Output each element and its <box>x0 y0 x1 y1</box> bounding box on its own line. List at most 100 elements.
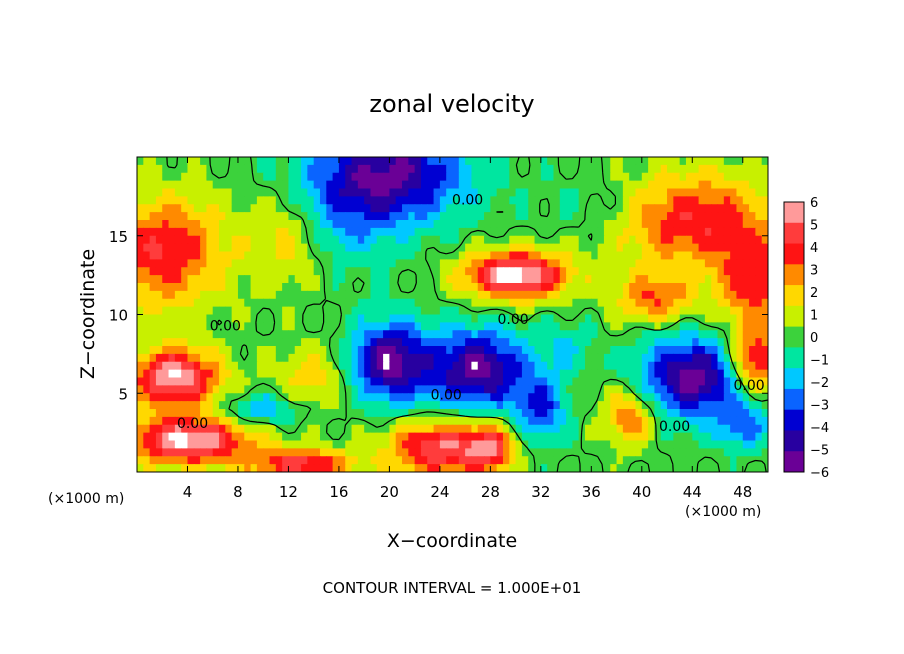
field-cell <box>629 346 637 355</box>
field-cell <box>364 369 372 379</box>
field-cell <box>521 275 529 284</box>
field-cell <box>597 401 605 410</box>
field-cell <box>237 212 245 221</box>
field-cell <box>389 227 397 237</box>
field-cell <box>225 220 233 229</box>
field-cell <box>427 251 435 260</box>
field-cell <box>383 259 390 268</box>
field-cell <box>332 385 340 394</box>
field-cell <box>585 393 592 402</box>
field-cell <box>187 267 195 276</box>
y-tick-label: 5 <box>118 385 128 403</box>
field-cell <box>244 180 252 190</box>
field-cell <box>591 448 599 457</box>
field-cell <box>603 416 611 426</box>
field-cell <box>433 369 441 379</box>
field-cell <box>433 259 441 268</box>
field-cell <box>648 369 656 379</box>
field-cell <box>654 275 662 284</box>
field-cell <box>351 385 359 394</box>
field-cell <box>685 385 693 394</box>
field-cell <box>301 251 308 260</box>
field-cell <box>351 409 359 418</box>
field-cell <box>212 188 220 197</box>
field-cell <box>534 164 542 174</box>
field-cell <box>553 416 561 426</box>
field-cell <box>534 464 542 472</box>
field-cell <box>730 204 738 213</box>
field-cell <box>521 298 529 308</box>
field-cell <box>547 330 555 339</box>
field-cell <box>319 385 327 394</box>
field-cell <box>319 448 327 457</box>
field-cell <box>667 251 674 260</box>
field-cell <box>338 330 346 339</box>
field-cell <box>263 188 271 197</box>
field-cell <box>553 456 561 465</box>
field-cell <box>313 188 321 197</box>
field-cell <box>465 401 473 410</box>
field-cell <box>673 432 681 442</box>
field-cell <box>174 385 182 394</box>
field-cell <box>206 322 214 331</box>
field-cell <box>256 212 264 221</box>
field-cell <box>282 172 290 182</box>
field-cell <box>515 267 523 276</box>
field-cell <box>496 204 504 213</box>
field-cell <box>326 401 334 410</box>
field-cell <box>553 464 561 472</box>
field-cell <box>155 322 163 331</box>
field-cell <box>193 220 201 229</box>
field-cell <box>534 346 542 355</box>
field-cell <box>477 448 485 457</box>
field-cell <box>294 448 302 457</box>
field-cell <box>301 314 308 323</box>
field-cell <box>307 314 315 323</box>
field-cell <box>212 393 220 402</box>
field-cell <box>269 172 277 182</box>
field-cell <box>420 432 428 442</box>
field-cell <box>244 220 252 229</box>
field-cell <box>521 267 529 276</box>
field-cell <box>383 369 390 379</box>
field-cell <box>408 243 416 253</box>
field-cell <box>345 346 353 355</box>
field-cell <box>414 235 422 245</box>
field-cell <box>717 377 725 386</box>
field-cell <box>711 393 719 402</box>
field-cell <box>622 275 630 284</box>
field-cell <box>225 409 233 418</box>
field-cell <box>566 259 573 268</box>
field-cell <box>521 369 529 379</box>
field-cell <box>408 290 416 300</box>
field-cell <box>319 227 327 237</box>
field-cell <box>420 290 428 300</box>
field-cell <box>622 401 630 410</box>
field-cell <box>471 188 479 197</box>
field-cell <box>237 188 245 197</box>
field-cell <box>692 338 700 347</box>
field-cell <box>698 377 706 386</box>
field-cell <box>749 290 756 300</box>
field-cell <box>200 353 208 363</box>
field-cell <box>458 346 466 355</box>
field-cell <box>288 448 296 457</box>
field-cell <box>515 243 523 253</box>
field-cell <box>591 456 599 465</box>
field-cell <box>446 164 454 174</box>
field-cell <box>622 385 630 394</box>
field-cell <box>559 432 567 442</box>
field-cell <box>345 235 353 245</box>
field-cell <box>452 346 460 355</box>
field-cell <box>730 188 738 197</box>
field-cell <box>288 267 296 276</box>
field-cell <box>137 393 144 402</box>
field-cell <box>143 314 151 323</box>
field-cell <box>326 290 334 300</box>
field-cell <box>667 283 674 292</box>
field-cell <box>420 204 428 213</box>
field-cell <box>755 369 763 379</box>
x-tick-label: 20 <box>380 483 399 501</box>
field-cell <box>749 369 756 379</box>
field-cell <box>673 424 681 434</box>
